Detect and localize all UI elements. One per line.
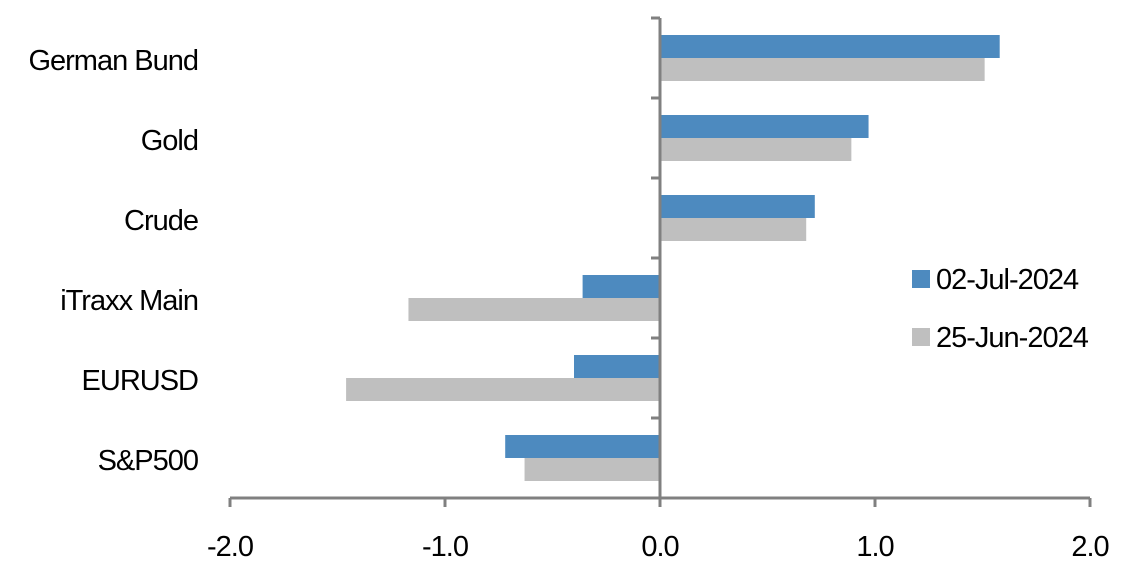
category-label: EURUSD xyxy=(82,365,199,397)
bar-0-2 xyxy=(660,195,815,218)
x-tick-label: 2.0 xyxy=(1071,531,1108,563)
category-label: German Bund xyxy=(28,45,198,77)
bar-1-4 xyxy=(346,378,660,401)
bar-0-0 xyxy=(660,35,1000,58)
category-label: Gold xyxy=(141,125,198,157)
bar-0-1 xyxy=(660,115,869,138)
category-label: S&P500 xyxy=(98,445,198,477)
bar-1-2 xyxy=(660,218,807,241)
x-tick-label: 1.0 xyxy=(856,531,893,563)
bar-0-4 xyxy=(574,355,660,378)
legend-swatch-1 xyxy=(912,328,930,346)
bar-0-3 xyxy=(582,275,660,298)
x-tick-label: 0.0 xyxy=(641,531,678,563)
category-label: iTraxx Main xyxy=(60,285,198,317)
bar-1-1 xyxy=(660,138,852,161)
bar-1-3 xyxy=(408,298,660,321)
legend-label: 02-Jul-2024 xyxy=(936,264,1079,296)
bar-1-0 xyxy=(660,58,985,81)
bar-0-5 xyxy=(505,435,660,458)
x-tick-label: -1.0 xyxy=(422,531,468,563)
category-label: Crude xyxy=(124,205,198,237)
legend-label: 25-Jun-2024 xyxy=(936,322,1089,354)
bar-1-5 xyxy=(524,458,660,481)
legend-swatch-0 xyxy=(912,270,930,288)
x-tick-label: -2.0 xyxy=(207,531,253,563)
